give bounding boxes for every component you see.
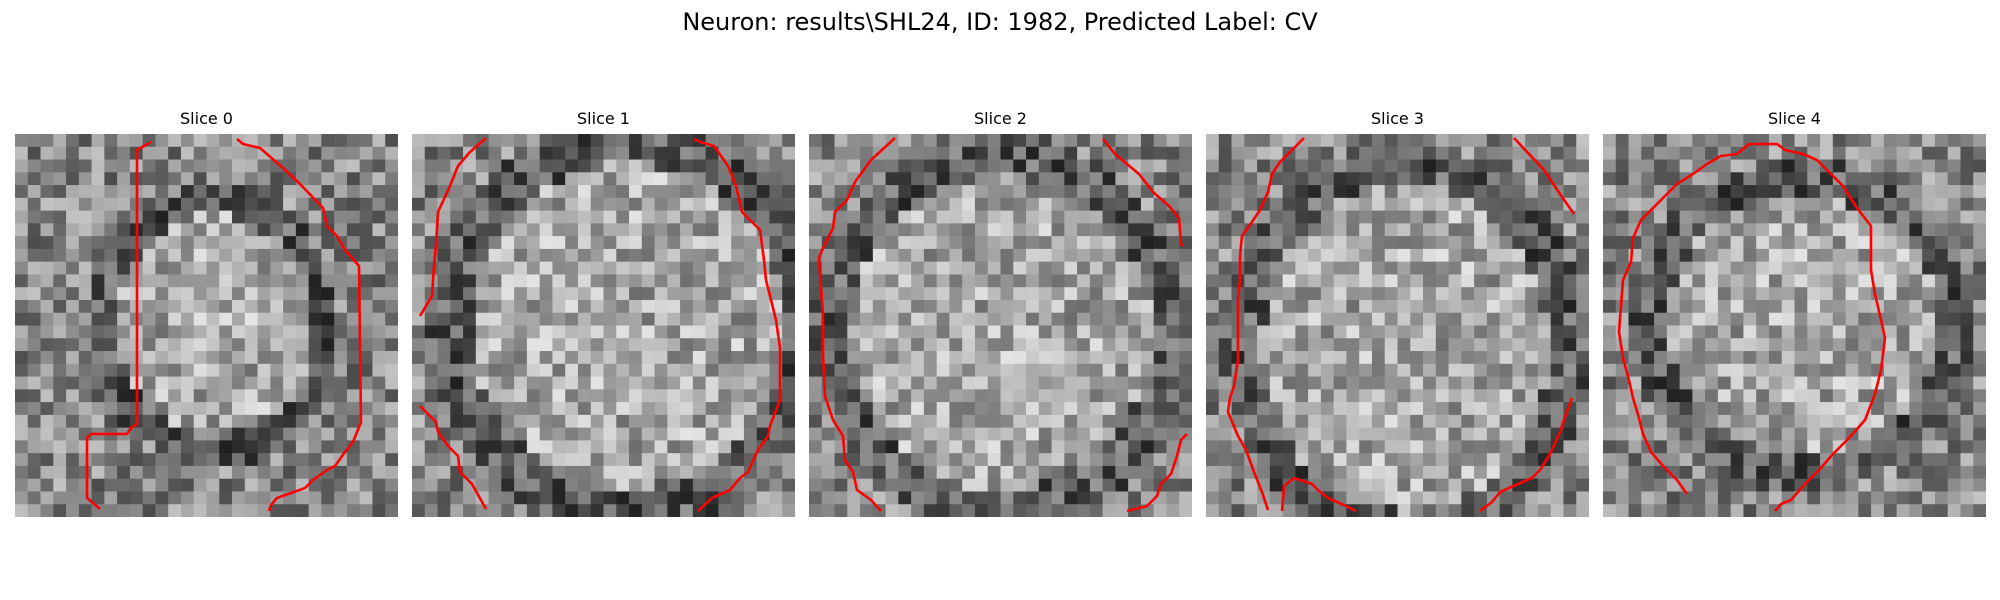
contour-line <box>1280 476 1357 513</box>
slice-image <box>809 134 1192 517</box>
slice-title: Slice 4 <box>1768 109 1821 128</box>
contour-line <box>1226 137 1305 511</box>
slice-image <box>412 134 795 517</box>
figure-title: Neuron: results\SHL24, ID: 1982, Predict… <box>682 8 1318 36</box>
contour-line <box>1101 138 1184 247</box>
contour-line <box>236 138 363 512</box>
contour-line <box>419 405 488 510</box>
contour-line <box>1617 142 1887 512</box>
slice-title: Slice 1 <box>577 109 630 128</box>
grayscale-pixels <box>1206 134 1589 517</box>
slice-image <box>1603 134 1986 517</box>
slice-title: Slice 0 <box>180 109 233 128</box>
contour-line <box>693 137 782 512</box>
contour-line <box>418 137 487 317</box>
contour-line <box>85 140 152 510</box>
contour-line <box>1126 433 1188 513</box>
contour-line <box>817 137 896 512</box>
slice-image <box>1206 134 1589 517</box>
grayscale-pixels <box>15 134 398 517</box>
slice-title: Slice 3 <box>1371 109 1424 128</box>
slice-image <box>15 134 398 517</box>
grayscale-pixels <box>412 134 795 517</box>
grayscale-pixels <box>1603 134 1986 517</box>
contour-line <box>1513 137 1576 215</box>
contour-line <box>1479 397 1574 513</box>
slice-title: Slice 2 <box>974 109 1027 128</box>
grayscale-pixels <box>809 134 1192 517</box>
